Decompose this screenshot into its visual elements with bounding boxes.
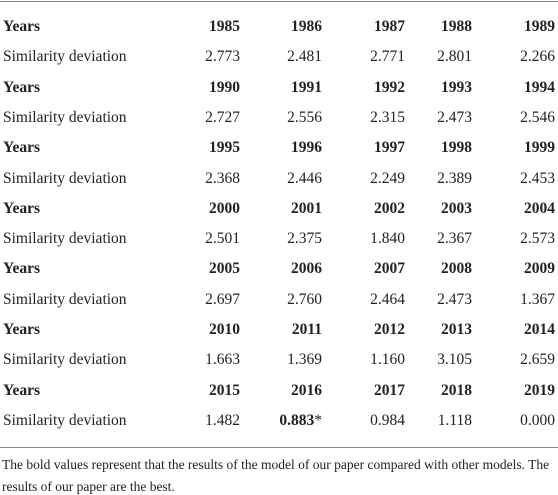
table-cell: 2.453 [520,169,555,187]
table-cell: 1.367 [520,290,555,308]
row-label: Similarity deviation [3,48,127,66]
table-cell: 2.573 [520,230,555,248]
table-cell: 2.659 [520,351,555,369]
table-cell: 1985 [209,18,240,35]
table-cell: 1996 [291,139,322,157]
table-cell: 1999 [524,139,555,157]
table-cell: 2016 [291,381,322,399]
table-cell: 1.482 [205,411,240,429]
table-cell: 2011 [291,321,322,338]
table-cell: 2.697 [205,290,240,308]
row-label: Similarity deviation [3,351,127,369]
top-rule [0,1,558,2]
footnote: The bold values represent that the resul… [2,457,550,494]
table-cell: 2019 [524,381,555,399]
table-cell: 2003 [441,199,472,217]
table-cell: 1991 [291,78,322,96]
table-cell: 2008 [441,260,472,278]
table-cell: 1988 [441,18,472,35]
table-cell: 1987 [374,18,405,35]
table-cell: 0.883* [242,411,322,431]
table-cell: 2.464 [370,290,405,308]
table-cell: 2005 [209,260,240,278]
table-cell: 1.369 [287,351,322,369]
row-label: Years [3,260,41,278]
row-label: Years [3,78,41,96]
table-cell: 2.368 [205,169,240,187]
row-label: Similarity deviation [3,411,127,429]
table-cell: 2013 [441,321,472,338]
table-cell: 1994 [524,78,555,96]
table-cell: 2014 [524,321,555,338]
table-cell: 2002 [374,199,405,217]
table-cell: 2.315 [370,108,405,126]
row-label: Years [3,18,41,35]
table-cell: 1.118 [437,411,472,429]
table-cell: 2.773 [205,48,240,66]
table-cell: 2.771 [370,48,405,66]
table-cell: 2001 [291,199,322,217]
table-cell: 2012 [374,321,405,338]
table-cell: 2015 [209,381,240,399]
table-cell: 2018 [441,381,472,399]
row-label: Years [3,199,41,217]
row-label: Similarity deviation [3,108,127,126]
table-cell: 2009 [524,260,555,278]
table-cell: 1998 [441,139,472,157]
table-cell: 0.984 [370,411,405,429]
table-cell: 2007 [374,260,405,278]
table-cell: 2.727 [205,108,240,126]
table-cell: 2004 [524,199,555,217]
table-cell: 2.266 [520,48,555,66]
table-cell: 1993 [441,78,472,96]
bottom-rule [0,447,558,448]
table-cell: 2.481 [287,48,322,66]
table-cell: 2010 [209,321,240,338]
table-cell: 3.105 [437,351,472,369]
row-label: Years [3,381,41,399]
table-cell: 2.389 [437,169,472,187]
cell-mark: * [314,411,322,429]
row-label: Similarity deviation [3,169,127,187]
table-cell: 1.840 [370,230,405,248]
table-cell: 2.760 [287,290,322,308]
table-cell: 1990 [209,78,240,96]
table-cell: 1989 [524,18,555,35]
table-cell: 2.501 [205,230,240,248]
table-cell: 1986 [291,18,322,35]
table-cell: 2006 [291,260,322,278]
table-cell: 0.000 [520,411,555,429]
row-label: Similarity deviation [3,290,127,308]
table-cell: 2.473 [437,290,472,308]
table-cell: 2.546 [520,108,555,126]
table-cell: 2.556 [287,108,322,126]
table-cell: 1997 [374,139,405,157]
table-cell: 2.473 [437,108,472,126]
table-cell: 2017 [374,381,405,399]
table-cell: 2.446 [287,169,322,187]
table-cell: 2000 [209,199,240,217]
row-label: Years [3,321,41,338]
table-cell: 2.367 [437,230,472,248]
table-cell: 1995 [209,139,240,157]
table-cell: 2.375 [287,230,322,248]
table-cell: 1992 [374,78,405,96]
table-cell: 1.663 [205,351,240,369]
table-cell: 2.249 [370,169,405,187]
cell-value: 0.883 [279,411,315,429]
row-label: Similarity deviation [3,230,127,248]
row-label: Years [3,139,41,157]
table-cell: 1.160 [370,351,405,369]
table-cell: 2.801 [437,48,472,66]
